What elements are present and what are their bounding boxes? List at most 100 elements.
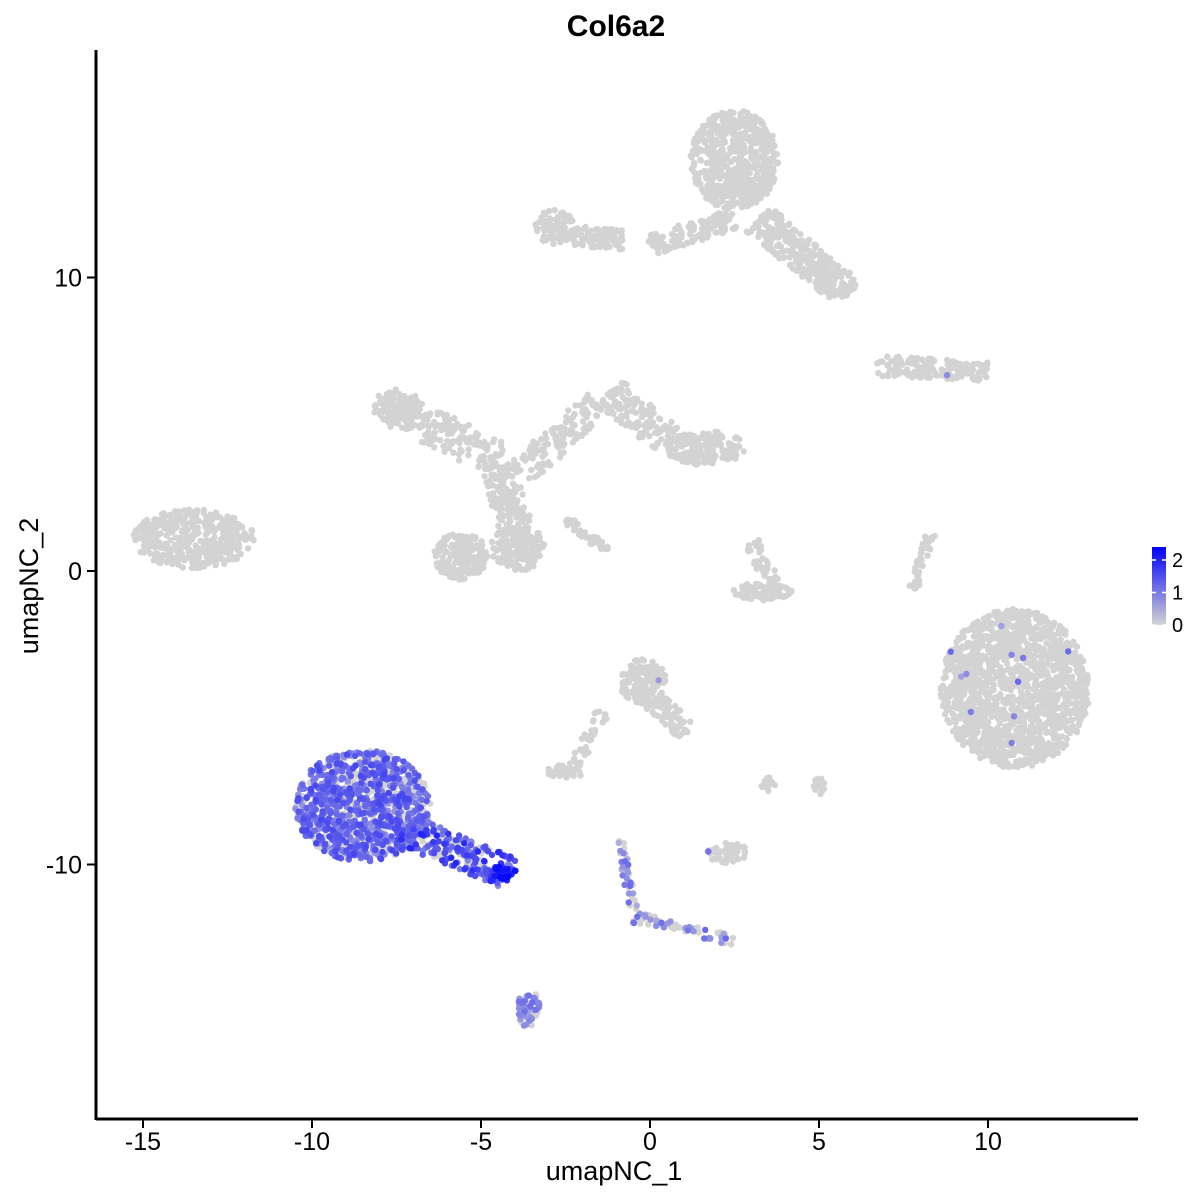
cell-point <box>761 569 768 576</box>
cell-point <box>749 189 756 197</box>
cell-point <box>234 543 241 550</box>
cell-point <box>691 159 698 167</box>
cell-point <box>491 494 498 501</box>
cell-point <box>740 448 747 455</box>
cell-point <box>671 702 679 710</box>
cell-point <box>654 245 661 253</box>
cell-point <box>756 549 763 556</box>
cell-point <box>1077 684 1084 692</box>
cell-point <box>1005 730 1012 737</box>
cell-point <box>508 553 515 560</box>
cell-point <box>590 237 597 245</box>
cell-point <box>529 557 537 564</box>
cell-point <box>705 145 712 153</box>
cell-point <box>518 566 525 573</box>
cell-point <box>724 152 731 160</box>
cell-point <box>705 195 712 203</box>
cell-point <box>618 687 626 695</box>
cell-point <box>1074 705 1082 712</box>
cell-point <box>979 668 986 675</box>
cell-point <box>226 556 233 563</box>
cell-point <box>166 511 174 519</box>
cell-point <box>734 591 741 598</box>
cell-point <box>565 407 572 414</box>
cell-point <box>497 545 504 552</box>
cell-point <box>1024 610 1031 617</box>
cell-point <box>1083 690 1090 697</box>
cell-point <box>1038 655 1046 662</box>
cell-point <box>978 739 985 746</box>
cell-point <box>690 222 697 230</box>
cell-point <box>1080 674 1088 682</box>
cell-point <box>505 524 512 532</box>
cell-point <box>190 558 197 565</box>
cell-point <box>991 660 998 668</box>
cell-point <box>395 390 403 398</box>
cell-point <box>203 554 211 561</box>
cell-point <box>806 276 813 284</box>
cell-point <box>465 446 472 453</box>
cell-point <box>632 409 639 416</box>
cell-point <box>993 700 1000 707</box>
cell-point <box>928 536 936 543</box>
cell-point <box>767 229 775 236</box>
cell-point <box>647 688 654 696</box>
cell-point <box>697 156 704 164</box>
cell-point <box>226 535 234 542</box>
cell-point <box>967 720 974 727</box>
cell-point <box>570 527 578 534</box>
cell-point <box>204 539 211 546</box>
cell-point <box>699 434 707 442</box>
cell-point <box>1082 710 1089 717</box>
cell-point <box>620 412 627 420</box>
cell-point <box>618 386 625 393</box>
cell-point <box>749 116 757 123</box>
cell-point <box>966 696 974 703</box>
cell-point <box>734 199 741 207</box>
cell-point <box>967 683 975 690</box>
cell-point <box>163 532 170 539</box>
cell-point <box>1067 681 1074 689</box>
cell-point <box>949 662 956 669</box>
cell-point <box>671 232 679 240</box>
cell-point <box>995 712 1002 720</box>
cell-point <box>464 541 471 548</box>
cell-point <box>1030 625 1037 633</box>
cell-point <box>879 358 886 365</box>
cell-point <box>656 415 663 422</box>
cell-point <box>999 733 1006 740</box>
cell-point <box>806 247 813 255</box>
cell-point <box>459 424 467 431</box>
cell-point <box>717 442 724 450</box>
cell-point <box>963 360 970 367</box>
cell-point <box>796 240 804 248</box>
cell-point <box>942 667 950 675</box>
cell-point <box>626 671 634 678</box>
cell-point <box>540 232 548 240</box>
cell-point <box>914 572 922 579</box>
cell-point <box>577 402 584 409</box>
cell-point <box>725 454 732 461</box>
cell-point <box>782 227 789 235</box>
cell-point <box>654 430 661 437</box>
cell-point <box>770 153 777 160</box>
cell-point <box>157 521 164 528</box>
chart-title: Col6a2 <box>567 10 665 43</box>
cell-point <box>754 168 761 175</box>
cell-point <box>1013 614 1020 621</box>
cell-point <box>967 651 975 658</box>
cell-point <box>167 551 174 558</box>
cell-point <box>1026 714 1034 721</box>
cell-point <box>743 228 750 235</box>
cell-point <box>1064 659 1071 666</box>
cell-point <box>488 538 496 546</box>
cell-point <box>1047 652 1054 659</box>
cell-point <box>795 265 803 273</box>
cell-point <box>461 575 468 582</box>
cell-point <box>896 370 903 377</box>
cell-point <box>732 455 739 462</box>
cell-point <box>958 707 965 714</box>
cell-point <box>728 128 736 135</box>
cell-point <box>797 231 804 238</box>
cell-point <box>961 691 968 698</box>
